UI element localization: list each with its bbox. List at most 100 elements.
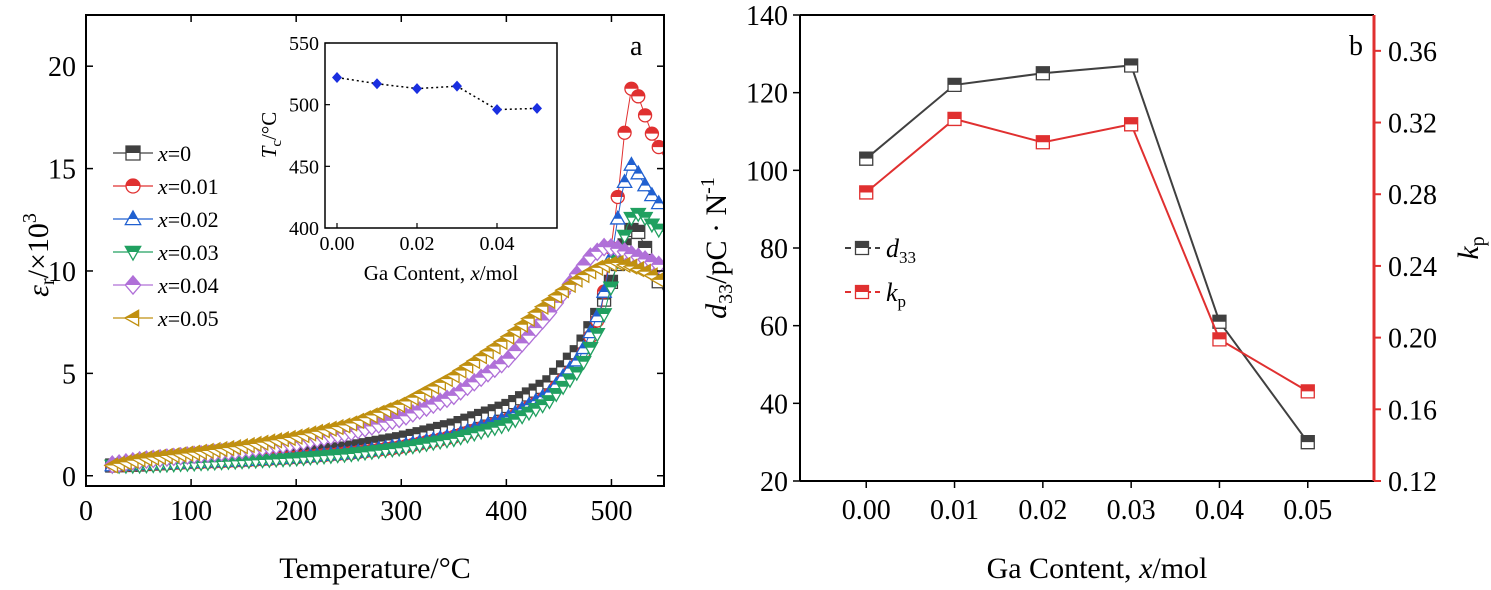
legend-item-x5: x=0.05 — [113, 306, 219, 331]
series-kp-point — [1300, 384, 1315, 399]
legend-marker-fill — [126, 146, 140, 153]
legend-label-var: x — [157, 240, 168, 265]
series-x1-point-fill — [652, 140, 664, 148]
series-x4-point-fill — [631, 248, 646, 257]
series-x4-point-fill — [603, 238, 619, 248]
series-kp-point-fill — [1124, 117, 1138, 125]
series-x2-point-fill — [583, 324, 598, 333]
series-x4-point-fill — [542, 304, 557, 313]
series-x5-point-fill — [255, 435, 268, 443]
panel-a-x-tick-label: 400 — [485, 496, 527, 527]
series-x3-point-fill — [590, 328, 605, 334]
series-x4-point-fill — [549, 294, 564, 303]
series-d33-point — [859, 151, 874, 166]
series-x3-point — [541, 395, 558, 410]
series-x3-point — [575, 355, 592, 371]
panel-a-legend: x=0x=0.01x=0.02x=0.03x=0.04x=0.05 — [113, 141, 219, 331]
series-x2-point-fill — [542, 385, 557, 393]
legend-marker — [125, 178, 141, 194]
legend-marker-fill — [126, 179, 140, 186]
panel-a-x-tick-label: 200 — [275, 496, 317, 527]
legend-marker-fill — [124, 310, 139, 318]
legend-label: x=0.01 — [157, 174, 219, 199]
series-x2-point-fill — [610, 211, 625, 219]
legend-label-var: x — [157, 207, 168, 232]
series-x4-point-fill — [624, 245, 639, 255]
series-x5-point-fill — [651, 272, 664, 280]
series-x1-point-fill — [624, 82, 638, 89]
legend-item-x3: x=0.03 — [113, 240, 219, 265]
legend-label-sym: k — [886, 278, 898, 307]
panel-a-frame — [85, 14, 665, 487]
series-x1-point-fill — [618, 126, 632, 133]
series-x3-point-fill — [651, 224, 664, 230]
legend-label: x=0.05 — [157, 306, 219, 331]
series-x2-point — [643, 186, 661, 202]
series-x5-point-fill — [207, 442, 220, 451]
panel-a: 0 100 200 300 400 500 0 5 10 15 20 a Temperature/… — [19, 14, 665, 585]
series-x5-point-fill — [644, 268, 658, 276]
panel-b-y-ticks-right: 0.12 0.16 0.20 0.24 0.28 0.32 0.36 — [1374, 37, 1437, 498]
legend-marker-fill — [855, 285, 869, 292]
inset-y-tick-label: 500 — [289, 95, 319, 117]
series-x2-point-fill — [651, 195, 664, 204]
legend-label-rest: =0.05 — [168, 306, 219, 331]
series-x5-point-fill — [630, 261, 644, 270]
series-x1-point-fill — [645, 127, 659, 134]
inset-point — [332, 72, 342, 84]
series-x3-point-fill — [576, 356, 591, 362]
panel-a-x-tick-label: 300 — [380, 496, 422, 527]
inset-x-tick-label: 0.04 — [480, 233, 515, 255]
inset-point — [452, 80, 462, 92]
series-x0-point — [631, 224, 646, 240]
panel-a-label: a — [630, 31, 643, 62]
series-kp-point-fill — [948, 112, 962, 119]
series-x1-point-fill — [631, 89, 645, 97]
legend-marker — [123, 309, 140, 327]
series-x5-point-fill — [514, 317, 528, 325]
inset-point — [532, 102, 542, 114]
series-d33-point-fill — [1124, 58, 1138, 66]
series-x5-point-fill — [521, 311, 535, 319]
series-x3-point-fill — [562, 374, 578, 380]
series-x5-point — [513, 316, 528, 333]
series-x4-point-fill — [473, 369, 489, 378]
series-x3-point-fill — [596, 308, 612, 314]
series-x2-point — [629, 164, 647, 180]
series-x4-point-fill — [378, 414, 393, 423]
series-x5-point-fill — [220, 440, 234, 449]
series-x3-point — [589, 327, 606, 343]
series-x3-point — [548, 387, 565, 403]
series-x4-point-fill — [521, 327, 537, 336]
legend-label: kp — [886, 278, 906, 311]
series-x4-point-fill — [651, 256, 664, 265]
series-x4-point-fill — [460, 378, 475, 387]
panel-a-x-tick-label: 500 — [590, 496, 632, 527]
panel-b-y-ticks-left: 20 40 60 80 100 120 140 — [746, 1, 800, 498]
series-d33-point — [1124, 58, 1139, 73]
legend-item-x1: x=0.01 — [113, 174, 219, 199]
legend-label-var: x — [157, 306, 168, 331]
legend-marker — [854, 240, 870, 256]
series-x2-point-fill — [576, 340, 591, 349]
series-x5-point-fill — [500, 329, 514, 337]
panel-a-x-axis-label: Temperature/°C — [279, 552, 470, 585]
series-x2-point — [636, 176, 654, 192]
series-x5-point-fill — [261, 434, 275, 442]
series-x3-point-fill — [644, 219, 660, 225]
series-x5-point-fill — [193, 444, 207, 452]
series-x5-point — [526, 304, 542, 322]
legend-item-kp: kp — [845, 278, 906, 311]
series-x4-point-fill — [412, 402, 427, 411]
series-x4-point-fill — [637, 251, 653, 260]
legend-label: x=0.02 — [157, 207, 219, 232]
series-x1-point-fill — [611, 190, 625, 197]
series-kp-point — [859, 185, 874, 200]
panel-b-x-tick-label: 0.03 — [1107, 495, 1156, 526]
series-x3-point — [616, 229, 633, 245]
series-d33-point-fill — [1212, 315, 1226, 322]
series-x5-point-fill — [166, 448, 179, 456]
series-kp-point — [1212, 332, 1227, 347]
series-x4-point-fill — [405, 405, 420, 414]
series-x4-point-fill — [644, 253, 660, 263]
